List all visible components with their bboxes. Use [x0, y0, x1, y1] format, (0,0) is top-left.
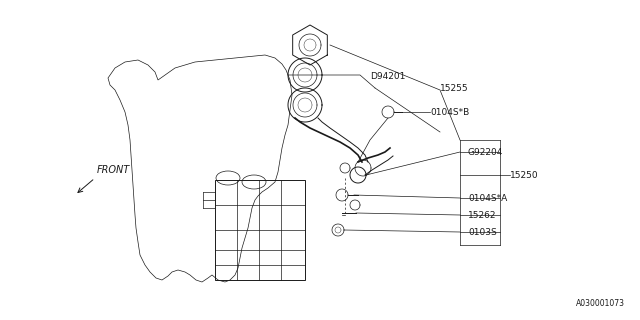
Text: D94201: D94201 — [370, 71, 405, 81]
Text: 15250: 15250 — [510, 171, 539, 180]
Text: A030001073: A030001073 — [576, 299, 625, 308]
Bar — [215, 180, 305, 280]
Text: G92204: G92204 — [468, 148, 504, 156]
Text: FRONT: FRONT — [97, 165, 131, 175]
Text: 0103S: 0103S — [468, 228, 497, 236]
Text: 15255: 15255 — [440, 84, 468, 92]
Text: 15262: 15262 — [468, 211, 497, 220]
Text: 0104S*A: 0104S*A — [468, 194, 508, 203]
Text: 0104S*B: 0104S*B — [430, 108, 469, 116]
